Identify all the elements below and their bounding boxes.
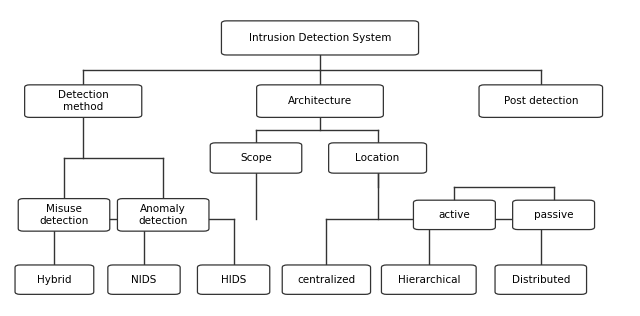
Text: NIDS: NIDS [131,275,157,285]
Text: centralized: centralized [298,275,355,285]
Text: passive: passive [534,210,573,220]
Text: Scope: Scope [240,153,272,163]
FancyBboxPatch shape [479,85,603,117]
FancyBboxPatch shape [19,199,110,231]
Text: Hybrid: Hybrid [37,275,72,285]
FancyBboxPatch shape [118,199,209,231]
FancyBboxPatch shape [413,200,495,229]
FancyBboxPatch shape [257,85,383,117]
FancyBboxPatch shape [329,143,426,173]
Text: Post detection: Post detection [504,96,578,106]
Text: Architecture: Architecture [288,96,352,106]
FancyBboxPatch shape [210,143,302,173]
FancyBboxPatch shape [25,85,142,117]
FancyBboxPatch shape [282,265,371,295]
FancyBboxPatch shape [197,265,270,295]
Text: active: active [438,210,470,220]
Text: Hierarchical: Hierarchical [397,275,460,285]
FancyBboxPatch shape [15,265,94,295]
Text: Location: Location [355,153,400,163]
Text: Distributed: Distributed [511,275,570,285]
FancyBboxPatch shape [495,265,586,295]
Text: Intrusion Detection System: Intrusion Detection System [249,33,391,43]
FancyBboxPatch shape [221,21,419,55]
FancyBboxPatch shape [108,265,180,295]
Text: HIDS: HIDS [221,275,246,285]
FancyBboxPatch shape [513,200,595,229]
FancyBboxPatch shape [381,265,476,295]
Text: Anomaly
detection: Anomaly detection [138,204,188,226]
Text: Misuse
detection: Misuse detection [39,204,89,226]
Text: Detection
method: Detection method [58,90,109,112]
